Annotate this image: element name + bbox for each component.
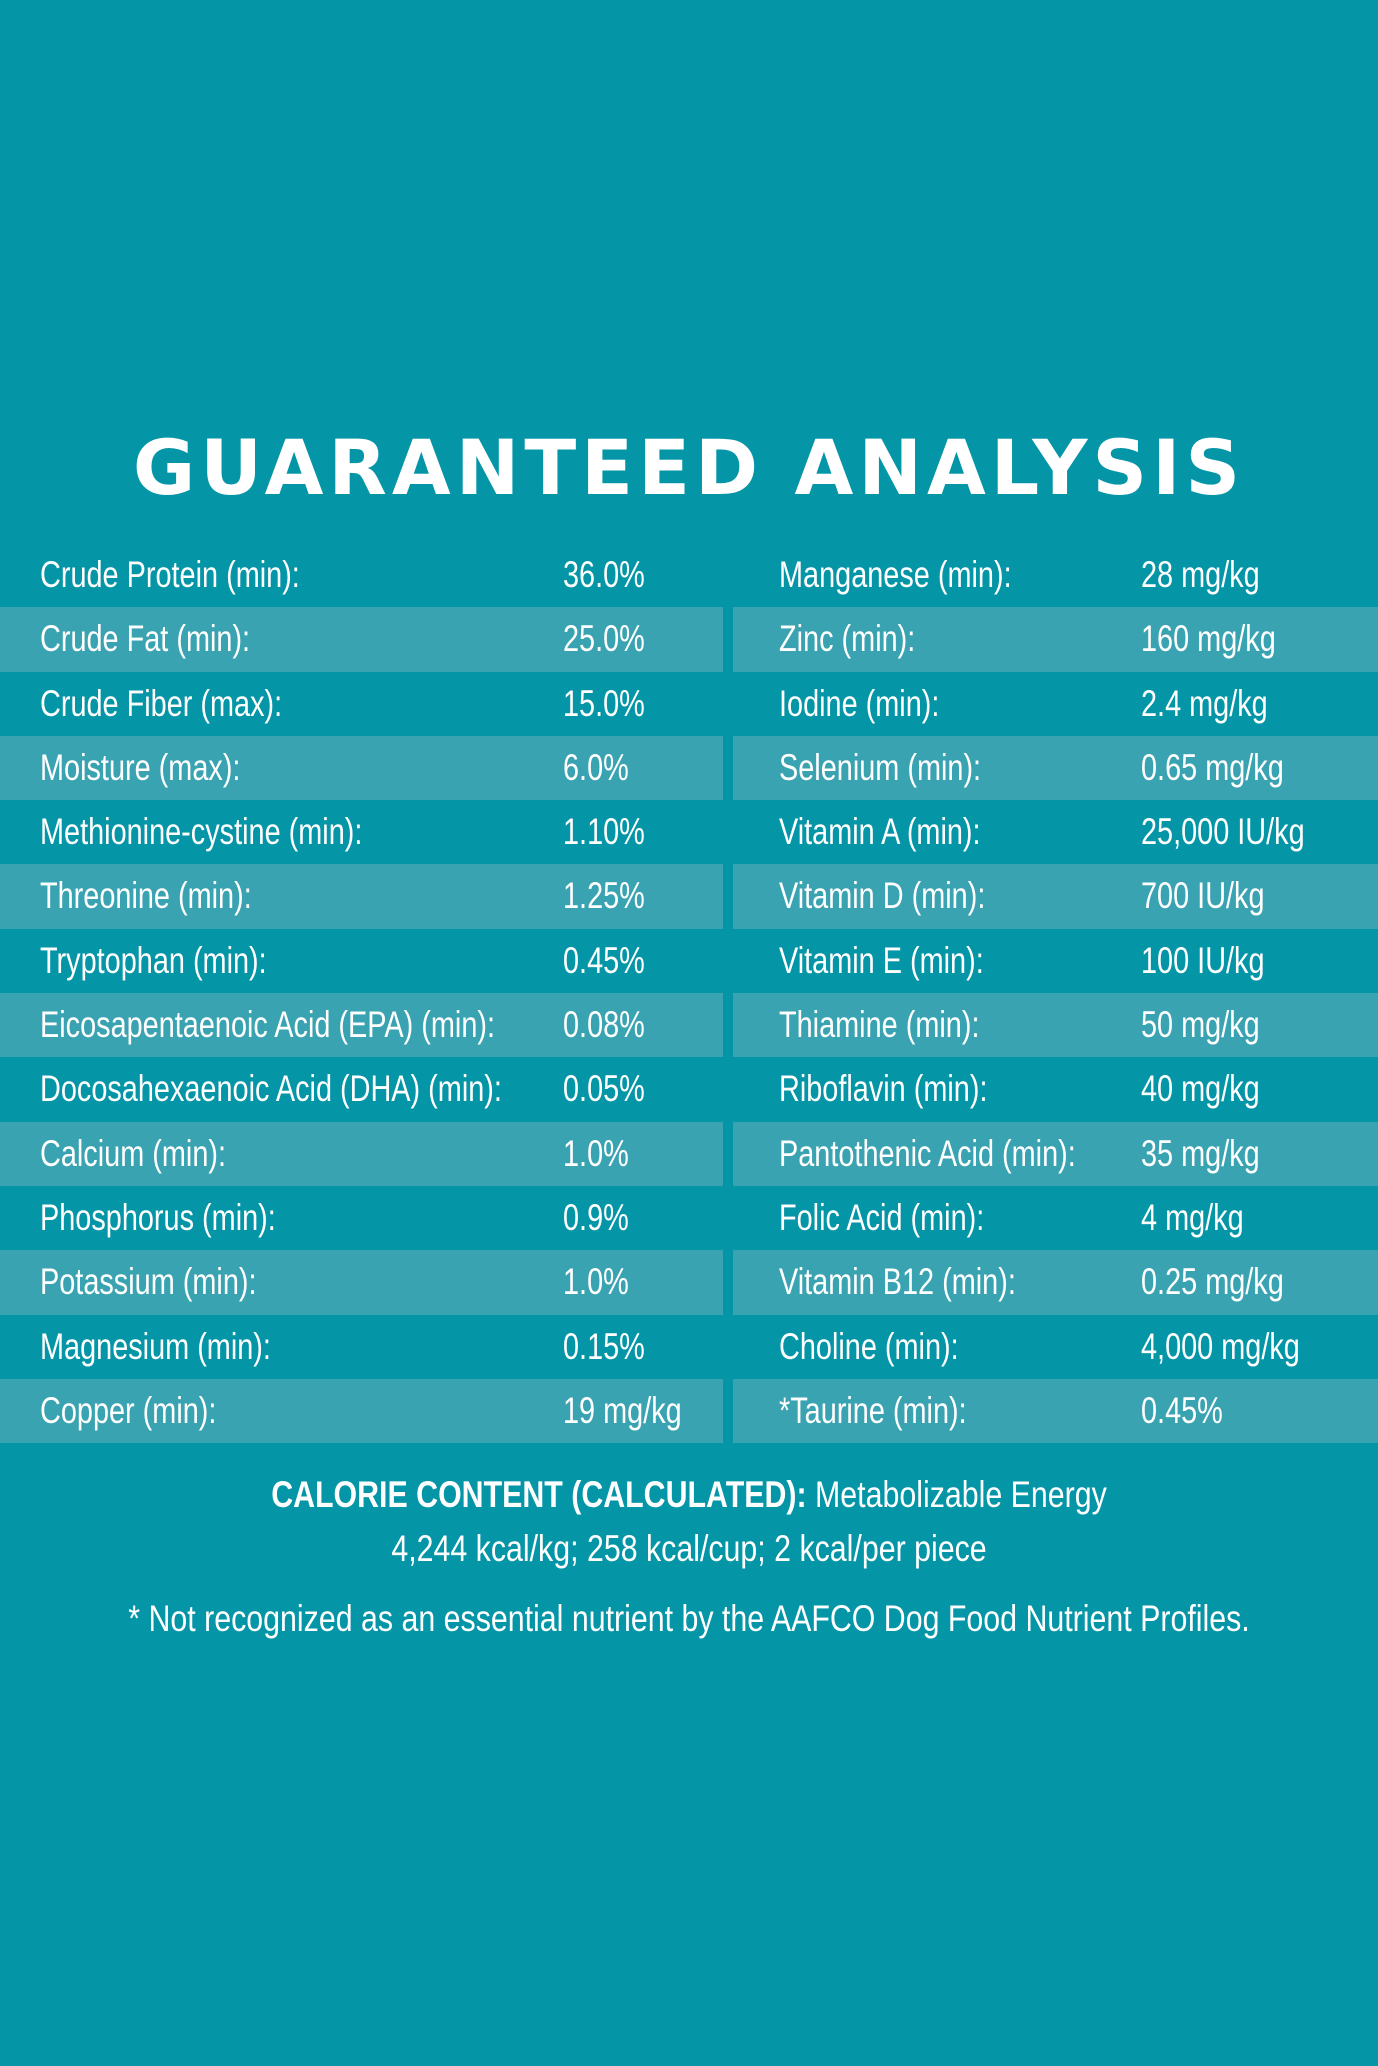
calorie-content: CALORIE CONTENT (CALCULATED): Metaboliza…: [0, 1468, 1378, 1576]
nutrient-name: Calcium (min):: [40, 1132, 227, 1174]
right-cell-background: [733, 864, 1378, 929]
table-row: Crude Fat (min): 25.0% Zinc (min): 160 m…: [0, 607, 1378, 672]
nutrient-name: Eicosapentaenoic Acid (EPA) (min):: [40, 1004, 496, 1046]
nutrient-value: 4 mg/kg: [1141, 1196, 1244, 1238]
calorie-label: CALORIE CONTENT (CALCULATED):: [271, 1474, 807, 1515]
table-row: Phosphorus (min): 0.9% Folic Acid (min):…: [0, 1186, 1378, 1250]
page-title: GUARANTEED ANALYSIS: [132, 423, 1246, 512]
nutrient-value: 2.4 mg/kg: [1141, 682, 1268, 724]
table-row: Potassium (min): 1.0% Vitamin B12 (min):…: [0, 1250, 1378, 1315]
left-cell-background: [0, 1250, 723, 1315]
nutrient-name: Thiamine (min):: [779, 1004, 980, 1046]
table-row: Docosahexaenoic Acid (DHA) (min): 0.05% …: [0, 1057, 1378, 1121]
nutrient-value: 0.08%: [563, 1004, 645, 1046]
nutrient-value: 0.45%: [1141, 1389, 1223, 1431]
nutrient-name: Crude Fat (min):: [40, 618, 251, 660]
nutrient-name: Pantothenic Acid (min):: [779, 1132, 1076, 1174]
nutrient-value: 25.0%: [563, 618, 645, 660]
nutrient-name: Docosahexaenoic Acid (DHA) (min):: [40, 1068, 502, 1110]
table-row: Moisture (max): 6.0% Selenium (min): 0.6…: [0, 735, 1378, 801]
nutrient-name: Tryptophan (min):: [40, 939, 267, 981]
nutrient-name: Vitamin B12 (min):: [779, 1261, 1016, 1303]
nutrient-name: Methionine-cystine (min):: [40, 811, 363, 853]
calorie-text-1: Metabolizable Energy: [806, 1474, 1107, 1515]
nutrient-name: Vitamin D (min):: [779, 875, 986, 917]
nutrient-name: Moisture (max):: [40, 746, 241, 788]
nutrient-value: 0.65 mg/kg: [1141, 746, 1284, 788]
nutrient-name: Crude Fiber (max):: [40, 682, 283, 724]
nutrient-name: Threonine (min):: [40, 875, 252, 917]
calorie-text-2: 4,244 kcal/kg; 258 kcal/cup; 2 kcal/per …: [391, 1528, 987, 1569]
nutrient-value: 100 IU/kg: [1141, 939, 1265, 981]
table-row: Threonine (min): 1.25% Vitamin D (min): …: [0, 864, 1378, 929]
right-cell-background: [733, 1250, 1378, 1315]
nutrient-name: Phosphorus (min):: [40, 1196, 276, 1238]
nutrient-name: Vitamin E (min):: [779, 939, 984, 981]
nutrient-value: 700 IU/kg: [1141, 875, 1265, 917]
table-row: Methionine-cystine (min): 1.10% Vitamin …: [0, 800, 1378, 864]
left-cell-background: [0, 864, 723, 929]
right-cell-background: [733, 993, 1378, 1058]
nutrient-name: Potassium (min):: [40, 1261, 257, 1303]
table-row: Crude Fiber (max): 15.0% Iodine (min): 2…: [0, 672, 1378, 736]
nutrient-value: 0.9%: [563, 1196, 629, 1238]
nutrient-name: Iodine (min):: [779, 682, 940, 724]
analysis-table: Crude Protein (min): 36.0% Manganese (mi…: [0, 543, 1378, 1444]
nutrient-name: Choline (min):: [779, 1325, 959, 1367]
right-cell-background: [733, 1378, 1378, 1444]
nutrient-value: 160 mg/kg: [1141, 618, 1276, 660]
right-cell-background: [733, 607, 1378, 672]
nutrient-value: 35 mg/kg: [1141, 1132, 1260, 1174]
left-cell-background: [0, 1378, 723, 1444]
nutrient-value: 36.0%: [563, 554, 645, 595]
nutrient-value: 25,000 IU/kg: [1141, 811, 1305, 853]
table-row: Eicosapentaenoic Acid (EPA) (min): 0.08%…: [0, 993, 1378, 1058]
nutrient-name: *Taurine (min):: [779, 1389, 967, 1431]
nutrient-value: 6.0%: [563, 746, 629, 788]
nutrient-value: 1.0%: [563, 1132, 629, 1174]
table-row: Crude Protein (min): 36.0% Manganese (mi…: [0, 543, 1378, 607]
calorie-line-1: CALORIE CONTENT (CALCULATED): Metaboliza…: [124, 1468, 1254, 1522]
left-cell-background: [0, 993, 723, 1058]
nutrient-value: 50 mg/kg: [1141, 1004, 1260, 1046]
nutrient-name: Manganese (min):: [779, 554, 1012, 595]
nutrient-value: 0.45%: [563, 939, 645, 981]
nutrient-name: Riboflavin (min):: [779, 1068, 988, 1110]
nutrient-name: Crude Protein (min):: [40, 554, 300, 595]
nutrient-name: Folic Acid (min):: [779, 1196, 985, 1238]
right-cell-background: [733, 735, 1378, 801]
left-cell-background: [0, 735, 723, 801]
nutrient-value: 1.25%: [563, 875, 645, 917]
table-row: Magnesium (min): 0.15% Choline (min): 4,…: [0, 1315, 1378, 1379]
nutrient-name: Vitamin A (min):: [779, 811, 981, 853]
nutrient-value: 1.0%: [563, 1261, 629, 1303]
left-cell-background: [0, 607, 723, 672]
table-row: Calcium (min): 1.0% Pantothenic Acid (mi…: [0, 1121, 1378, 1186]
left-cell-background: [0, 1121, 723, 1186]
nutrient-name: Copper (min):: [40, 1389, 217, 1431]
nutrient-name: Selenium (min):: [779, 746, 982, 788]
nutrient-value: 15.0%: [563, 682, 645, 724]
nutrient-value: 0.15%: [563, 1325, 645, 1367]
nutrient-value: 40 mg/kg: [1141, 1068, 1260, 1110]
footnote: * Not recognized as an essential nutrien…: [128, 1598, 1250, 1639]
right-cell-background: [733, 1121, 1378, 1186]
nutrient-name: Magnesium (min):: [40, 1325, 271, 1367]
table-row: Copper (min): 19 mg/kg *Taurine (min): 0…: [0, 1378, 1378, 1444]
nutrient-value: 28 mg/kg: [1141, 554, 1260, 595]
nutrient-value: 1.10%: [563, 811, 645, 853]
table-row: Tryptophan (min): 0.45% Vitamin E (min):…: [0, 929, 1378, 993]
nutrient-value: 4,000 mg/kg: [1141, 1325, 1300, 1367]
nutrient-value: 0.25 mg/kg: [1141, 1261, 1284, 1303]
nutrient-name: Zinc (min):: [779, 618, 916, 660]
nutrient-value: 0.05%: [563, 1068, 645, 1110]
nutrient-value: 19 mg/kg: [563, 1389, 682, 1431]
